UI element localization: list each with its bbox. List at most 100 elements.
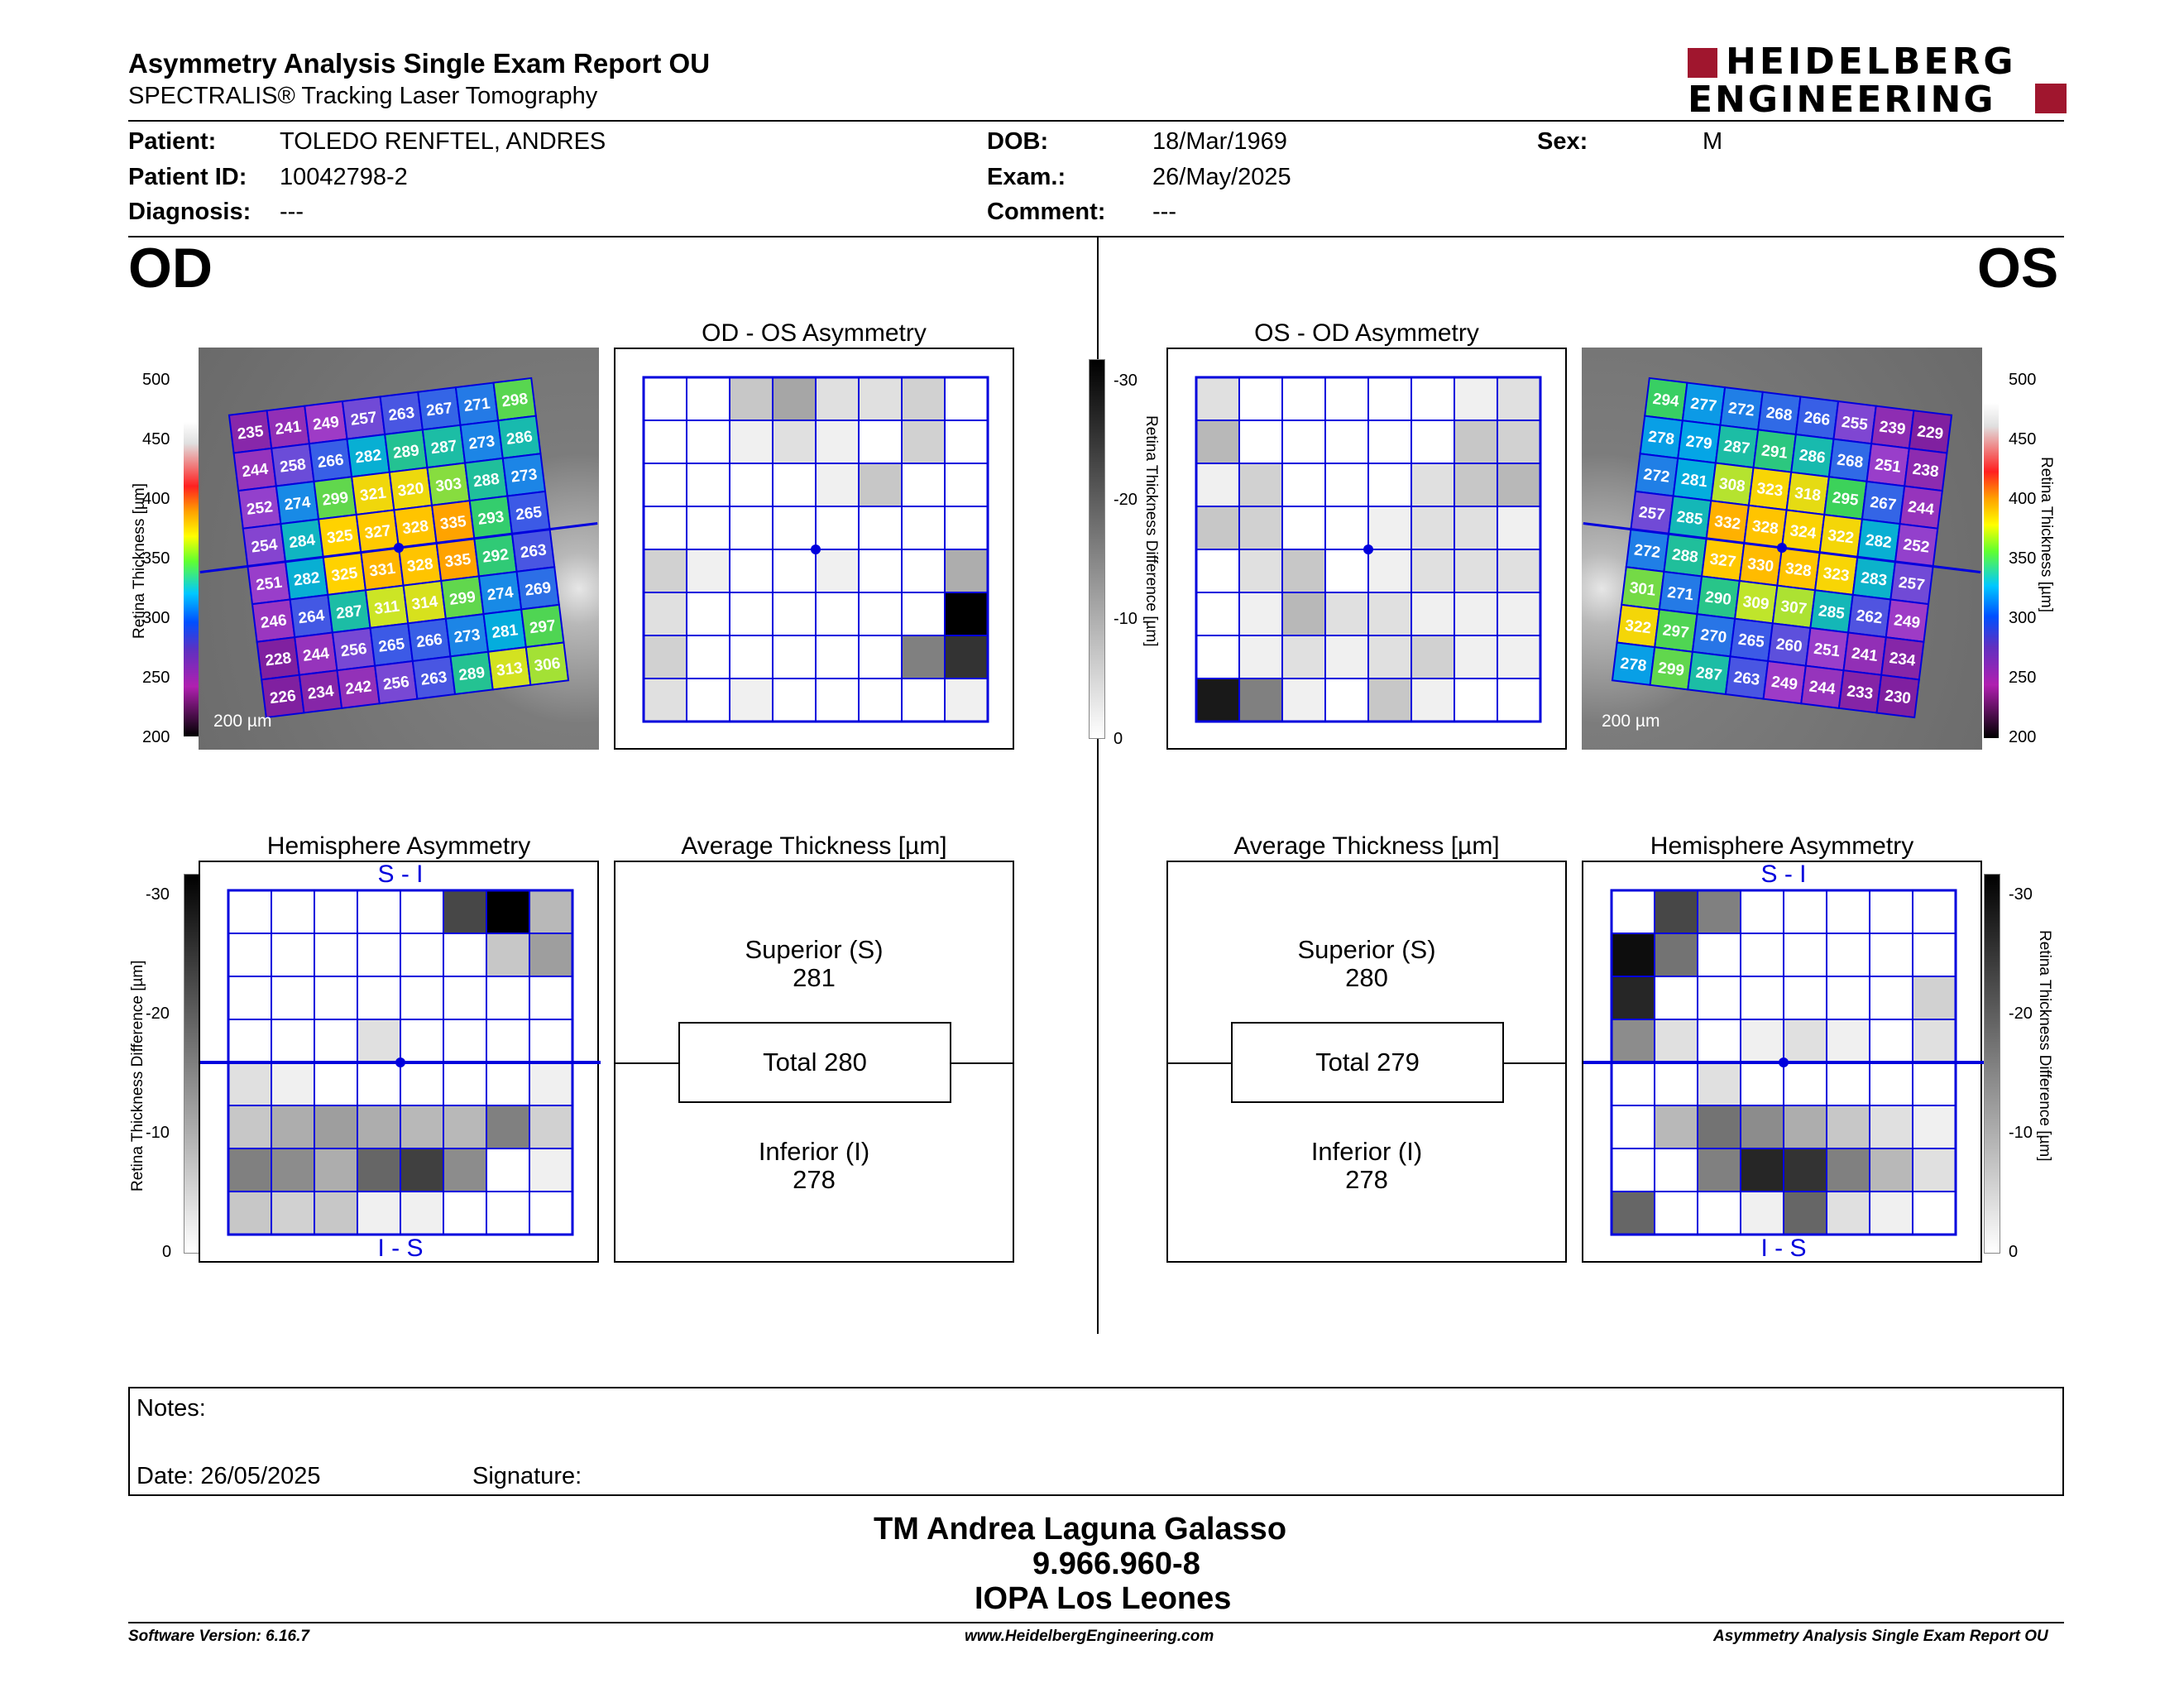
os_od_asym-cell bbox=[1497, 463, 1541, 507]
od_hemi-cell bbox=[400, 1148, 444, 1192]
os_thickness-value: 257 bbox=[1898, 574, 1926, 595]
os-fundus-image: 294 277 272 268 266 255 239 229 278 279 287 291 286 2… bbox=[1582, 348, 1982, 750]
os_thickness-value: 297 bbox=[1662, 621, 1690, 642]
od_hemi-cell bbox=[271, 890, 315, 934]
os-od-asym-grid bbox=[1195, 376, 1542, 723]
os_hemi-cell bbox=[1654, 1105, 1698, 1149]
os_thickness-fovea-dot bbox=[1777, 543, 1787, 553]
os_hemi-cell bbox=[1697, 1019, 1741, 1063]
od_os_asym-cell bbox=[643, 506, 687, 550]
os_od_asym-cell bbox=[1238, 376, 1283, 421]
os_od_asym-cell bbox=[1454, 506, 1498, 550]
os_od_asym-cell bbox=[1195, 376, 1240, 421]
os-avg-panel: Superior (S) 280 Total 279 Inferior (I) … bbox=[1166, 861, 1567, 1263]
os-scale-bar: 200 µm bbox=[1602, 712, 1660, 731]
os-od-asym-title: OS - OD Asymmetry bbox=[1254, 319, 1479, 347]
notes-date: Date: 26/05/2025 bbox=[136, 1463, 321, 1489]
os_thickness-value: 238 bbox=[1912, 461, 1940, 482]
os_od_asym-cell bbox=[1497, 420, 1541, 464]
od_os_asym-cell bbox=[815, 463, 860, 507]
od_thickness-value: 293 bbox=[477, 508, 505, 529]
center-tick-10: -10 bbox=[1114, 610, 1138, 628]
signer-org: IOPA Los Leones bbox=[975, 1581, 1232, 1616]
os_od_asym-cell bbox=[1367, 635, 1412, 679]
od_os_asym-cell bbox=[901, 506, 946, 550]
od_thickness-value: 266 bbox=[415, 631, 443, 651]
od_thickness-value: 314 bbox=[410, 593, 438, 614]
od_hemi-cell bbox=[443, 933, 487, 977]
os_thickness-value: 249 bbox=[1770, 674, 1798, 694]
logo-red-square-top bbox=[1688, 48, 1717, 78]
os_thickness-value: 272 bbox=[1642, 466, 1670, 487]
od_os_asym-cell bbox=[944, 678, 989, 722]
os-hemi-tick-30: -30 bbox=[2009, 885, 2033, 904]
od_thickness-value: 306 bbox=[534, 655, 562, 675]
notes-box: Notes: Date: 26/05/2025 Signature: bbox=[128, 1387, 2064, 1496]
od_hemi-cell bbox=[400, 890, 444, 934]
exam-value: 26/May/2025 bbox=[1152, 164, 1291, 190]
heidelberg-logo: HEIDELBERG ENGINEERING bbox=[1688, 41, 2068, 121]
od_os_asym-cell bbox=[772, 592, 817, 636]
os_hemi-cell bbox=[1740, 933, 1784, 977]
os_od_asym-cell bbox=[1497, 549, 1541, 593]
os_od_asym-cell bbox=[1324, 678, 1369, 722]
os-hemi-grid bbox=[1583, 889, 1984, 1236]
os_od_asym-cell bbox=[1195, 635, 1240, 679]
os_thickness-value: 278 bbox=[1619, 655, 1647, 675]
os_od_asym-cell bbox=[1454, 678, 1498, 722]
od_hemi-cell bbox=[314, 933, 358, 977]
os_hemi-cell bbox=[1611, 933, 1655, 977]
od_os_asym-cell bbox=[858, 635, 903, 679]
od-tick-450: 450 bbox=[142, 430, 170, 448]
od_hemi-cell bbox=[314, 1191, 358, 1235]
od_os_asym-cell bbox=[901, 635, 946, 679]
od_os_asym-cell bbox=[772, 463, 817, 507]
od-hemi-colorbar bbox=[184, 874, 200, 1254]
os_hemi-cell bbox=[1611, 1105, 1655, 1149]
os-hemi-tick-20: -20 bbox=[2009, 1005, 2033, 1023]
os_hemi-cell bbox=[1783, 890, 1827, 934]
od_os_asym-cell bbox=[772, 506, 817, 550]
os_od_asym-cell bbox=[1410, 635, 1455, 679]
od_os_asym-cell bbox=[772, 376, 817, 421]
od_thickness-value: 328 bbox=[406, 555, 434, 576]
od_os_asym-cell bbox=[815, 678, 860, 722]
od_os_asym-cell bbox=[686, 506, 730, 550]
os_od_asym-cell bbox=[1454, 420, 1498, 464]
od_os_asym-cell bbox=[686, 376, 730, 421]
od_hemi-cell bbox=[228, 933, 272, 977]
od_hemi-cell bbox=[486, 890, 530, 934]
os_thickness-value: 272 bbox=[1727, 400, 1755, 420]
od_os_asym-cell bbox=[643, 635, 687, 679]
os_hemi-cell bbox=[1912, 976, 1956, 1020]
od_thickness-value: 234 bbox=[307, 683, 335, 703]
os_thickness-value: 286 bbox=[1798, 447, 1827, 468]
od_os_asym-cell bbox=[729, 592, 774, 636]
od_hemi-cell bbox=[400, 933, 444, 977]
os_hemi-cell bbox=[1654, 1191, 1698, 1235]
os_hemi-cell bbox=[1912, 1019, 1956, 1063]
comment-label: Comment: bbox=[987, 199, 1106, 225]
footer-url[interactable]: www.HeidelbergEngineering.com bbox=[965, 1628, 1214, 1645]
od_thickness-value: 286 bbox=[505, 428, 534, 448]
od_thickness-map-grid: 235 241 249 257 263 267 271 298 244 258 266 282 289 2… bbox=[199, 376, 598, 719]
os_hemi-cell bbox=[1611, 1062, 1655, 1106]
os_hemi-cell bbox=[1697, 933, 1741, 977]
os_thickness-value: 263 bbox=[1732, 669, 1760, 689]
od_hemi-cell bbox=[443, 1062, 487, 1106]
os_od_asym-cell bbox=[1238, 463, 1283, 507]
os_thickness-value: 294 bbox=[1652, 391, 1680, 411]
od_hemi-cell bbox=[357, 1062, 401, 1106]
center-divider bbox=[1097, 237, 1099, 1334]
os_od_asym-cell bbox=[1281, 506, 1326, 550]
od_thickness-value: 252 bbox=[246, 498, 274, 519]
od_hemi-cell bbox=[529, 890, 573, 934]
od_hemi-fovea-dot bbox=[395, 1057, 405, 1067]
os_od_asym-cell bbox=[1454, 635, 1498, 679]
od_os_asym-cell bbox=[643, 678, 687, 722]
os_od_asym-cell bbox=[1195, 592, 1240, 636]
os-tick-300: 300 bbox=[2009, 609, 2037, 627]
od-total-box: Total 280 bbox=[678, 1022, 951, 1103]
os_thickness-value: 268 bbox=[1765, 405, 1794, 425]
od_os_asym-cell bbox=[729, 376, 774, 421]
